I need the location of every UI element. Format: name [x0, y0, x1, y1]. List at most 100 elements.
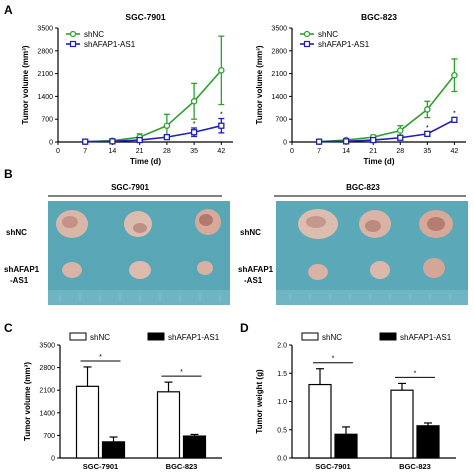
x-tick-label: 28 — [163, 148, 171, 155]
legend-swatch — [69, 332, 87, 341]
y-tick-label: 2100 — [39, 388, 55, 395]
chart-title: SGC-7901 — [125, 12, 165, 22]
legend-label: shNC — [318, 30, 338, 39]
significance-marker: * — [426, 125, 429, 132]
x-category-label: BGC-823 — [399, 462, 431, 471]
panel-label-d: D — [240, 321, 249, 335]
x-tick-label: 0 — [56, 148, 60, 155]
tumor-sgc-sh-3 — [197, 261, 213, 275]
significance-marker: * — [414, 370, 417, 377]
legend-swatch — [379, 332, 397, 341]
y-tick-label: 2100 — [271, 71, 287, 78]
x-tick-label: 35 — [423, 148, 431, 155]
data-point — [190, 98, 198, 105]
y-tick-label: 0 — [283, 140, 287, 147]
x-category-label: SGC-7901 — [315, 462, 350, 471]
photo-row-label-shnc-left: shNC — [6, 228, 27, 237]
tumor-bgc-sh-2 — [370, 261, 390, 279]
x-tick-label: 28 — [396, 148, 404, 155]
data-point — [451, 71, 458, 79]
legend-swatch — [301, 332, 319, 341]
photo-ruler-ticks-sgc — [59, 294, 221, 302]
legend-label: shAFAP1-AS1 — [318, 40, 370, 49]
legend-label: shAFAP1-AS1 — [84, 40, 136, 49]
bar-shafap1 — [416, 425, 440, 459]
x-tick-label: 42 — [217, 148, 225, 155]
panel-label-c: C — [4, 321, 13, 335]
data-point — [218, 122, 225, 129]
y-tick-label: 700 — [275, 117, 287, 124]
tumor-sgc-sh-1 — [62, 262, 82, 278]
y-tick-label: 1.0 — [277, 399, 287, 406]
y-tick-label: 2800 — [37, 48, 53, 55]
chart-title: BGC-823 — [361, 12, 397, 22]
photo-row-label-sh-right-1: shAFAP1 — [238, 265, 274, 274]
data-point — [136, 136, 143, 144]
x-tick-label: 21 — [369, 148, 377, 155]
significance-marker: * — [99, 354, 102, 361]
x-tick-label: 7 — [317, 148, 321, 155]
x-tick-label: 21 — [136, 148, 144, 155]
y-tick-label: 0 — [51, 456, 55, 463]
data-point — [451, 116, 458, 124]
data-point — [370, 136, 377, 144]
y-axis-label: Tumor weight (g) — [255, 369, 264, 434]
y-tick-label: 3500 — [271, 26, 287, 33]
legend-label: shNC — [84, 30, 104, 39]
series-line-shafap1 — [319, 119, 455, 143]
legend-marker — [69, 30, 77, 38]
data-point — [163, 122, 171, 129]
data-point — [397, 127, 404, 134]
photo-title-sgc: SGC-7901 — [111, 183, 149, 192]
photo-title-bgc: BGC-823 — [346, 183, 380, 192]
tumor-bgc-sh-3 — [423, 258, 445, 278]
bar-shafap1 — [101, 441, 126, 459]
photo-ruler-bgc — [276, 290, 468, 305]
bar-shnc — [308, 383, 332, 459]
significance-marker: * — [180, 369, 183, 376]
y-tick-label: 2.0 — [277, 343, 287, 350]
tumor-sgc-sh-2 — [129, 261, 151, 279]
y-tick-label: 0 — [49, 140, 53, 147]
data-point — [397, 134, 404, 141]
photo-row-label-sh-right-2: -AS1 — [244, 276, 263, 285]
y-tick-label: 1400 — [37, 94, 53, 101]
x-axis-label: Time (d) — [364, 157, 395, 166]
x-tick-label: 35 — [190, 148, 198, 155]
data-point — [315, 138, 323, 145]
y-tick-label: 2100 — [37, 71, 53, 78]
y-tick-label: 0.0 — [277, 456, 287, 463]
x-tick-label: 42 — [451, 148, 459, 155]
tumor-bgc-sh-1 — [308, 264, 328, 280]
data-point — [109, 138, 116, 145]
significance-marker: * — [332, 356, 335, 363]
y-axis-label: Tumor volume (mm³) — [23, 362, 32, 441]
data-point — [190, 129, 198, 136]
x-tick-label: 0 — [290, 148, 294, 155]
legend-label: shNC — [322, 333, 342, 342]
y-tick-label: 1400 — [271, 94, 287, 101]
y-tick-label: 2800 — [271, 48, 287, 55]
panel-label-a: A — [4, 3, 13, 17]
y-tick-label: 2800 — [39, 365, 55, 372]
line-chart-bgc823: BGC-823 0 7 14 21 28 35 42 0 700 1400 2100 2800 3500 T… — [255, 12, 466, 166]
data-point — [424, 106, 431, 113]
bar-chart-volume: 0 700 1400 2100 2800 3500 Tumor volume (mm³) * S… — [23, 332, 222, 471]
legend-swatch — [147, 332, 165, 341]
bar-shnc — [75, 385, 100, 459]
bar-shnc — [156, 391, 181, 459]
x-tick-label: 14 — [342, 148, 350, 155]
bar-shafap1 — [182, 435, 207, 459]
bar-shnc — [390, 389, 414, 459]
data-point — [424, 130, 431, 138]
y-axis-label: Tumor volume (mm³) — [255, 45, 264, 124]
tumor-photos: SGC-7901 BGC-823 shNC shAFAP1 -AS1 shNC … — [4, 183, 468, 305]
legend-label: shAFAP1-AS1 — [168, 333, 220, 342]
legend-label: shNC — [90, 333, 110, 342]
photo-ruler-ticks-bgc — [289, 294, 451, 302]
legend-label: shAFAP1-AS1 — [400, 333, 452, 342]
x-tick-label: 14 — [109, 148, 117, 155]
bar-chart-weight: 0.0 0.5 1.0 1.5 2.0 Tumor weight (g) * SGC-7901… — [255, 332, 456, 471]
